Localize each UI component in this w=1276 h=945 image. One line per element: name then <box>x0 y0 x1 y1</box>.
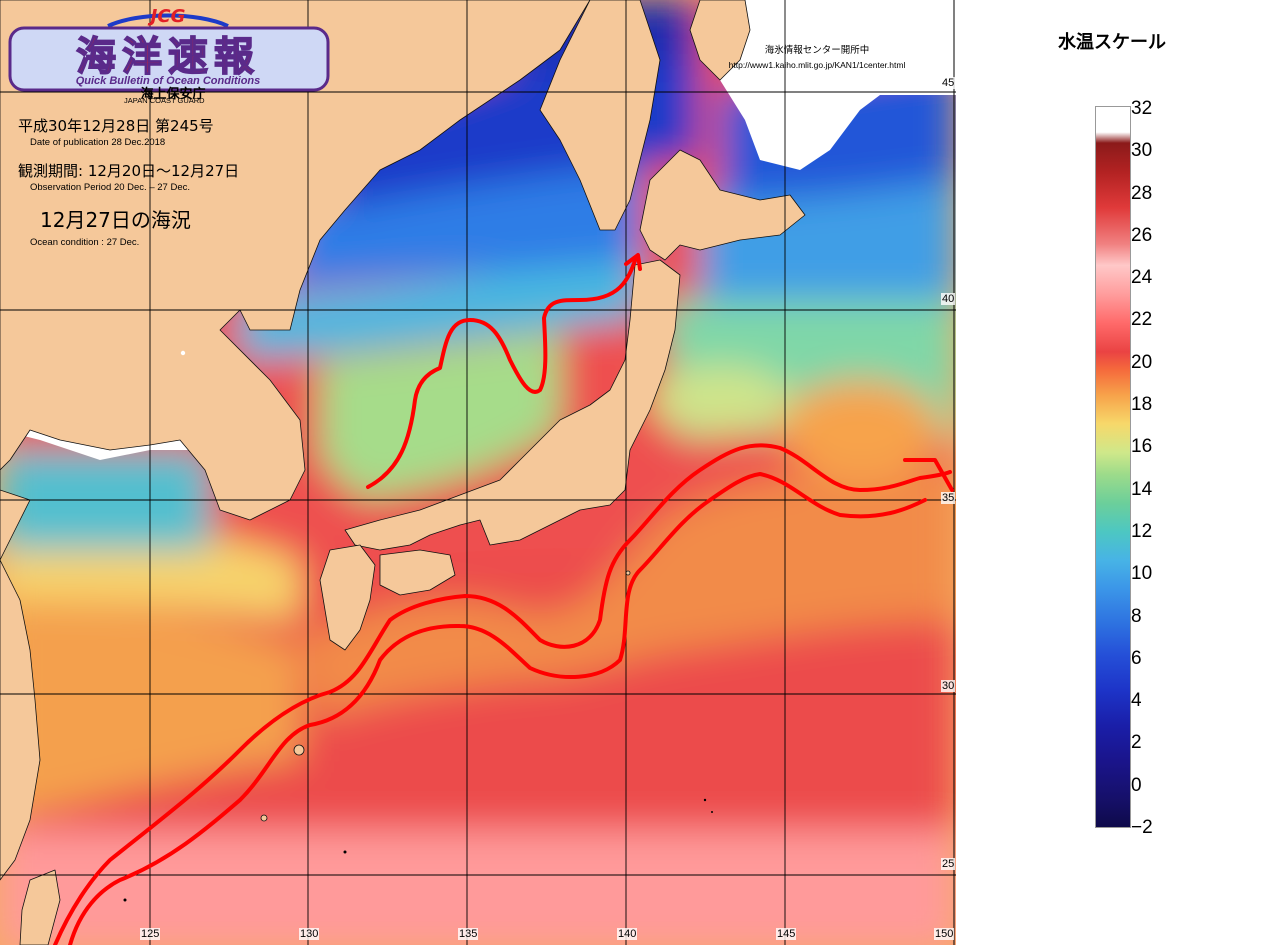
lon-label-150: 150 <box>934 928 955 940</box>
lon-label-125: 125 <box>140 928 161 940</box>
scale-label: 12 <box>1131 520 1153 542</box>
logo-org-jp: 海上保安庁 <box>140 86 205 102</box>
land-masses <box>0 0 806 945</box>
scale-label: 0 <box>1131 774 1142 796</box>
land-hokkaido <box>639 149 806 261</box>
ocean-condition-en: Ocean condition : 27 Dec. <box>30 237 140 248</box>
lat-label-30: 30 <box>941 680 956 692</box>
land-asia <box>0 0 591 561</box>
scale-label: 24 <box>1131 267 1153 289</box>
scale-label: 20 <box>1131 351 1153 373</box>
sea-temperature-map: 125 130 135 140 145 150 45 40 35 30 25 J… <box>0 0 956 945</box>
graticule <box>0 0 956 945</box>
land-honshu <box>344 259 681 551</box>
lat-label-35: 35 <box>941 492 956 504</box>
observation-period-en: Observation Period 20 Dec. – 27 Dec. <box>30 182 191 193</box>
ocean-condition-jp: 12月27日の海況 <box>40 208 191 232</box>
logo-main-text: 海洋速報 <box>76 33 260 80</box>
scale-label: 32 <box>1131 98 1153 119</box>
scale-label: 2 <box>1131 732 1142 754</box>
land-sakhalin <box>689 0 751 81</box>
scale-label: 28 <box>1131 182 1153 204</box>
scale-label: 10 <box>1131 563 1153 585</box>
publication-date-en: Date of publication 28 Dec.2018 <box>30 137 166 148</box>
scale-label: 14 <box>1131 478 1153 500</box>
land-shikoku <box>379 549 456 596</box>
current-arrow-kuroshio-lower <box>68 472 927 945</box>
scale-label: 16 <box>1131 436 1153 458</box>
temperature-scale-title: 水温スケール <box>1058 32 1166 53</box>
lat-label-40: 40 <box>941 293 956 305</box>
current-arrowhead-kuroshio <box>903 458 954 492</box>
land-asia-ne <box>539 0 661 231</box>
scale-label: −2 <box>1131 817 1153 838</box>
lat-label-25: 25 <box>941 858 956 870</box>
notice-text: 海氷情報センター開所中 <box>764 45 870 56</box>
lon-label-135: 135 <box>458 928 479 940</box>
lon-label-140: 140 <box>617 928 638 940</box>
scale-label: 26 <box>1131 224 1153 246</box>
scale-label: 8 <box>1131 605 1142 627</box>
notice-url: http://www1.kaiho.mlit.go.jp/KAN1/1cente… <box>728 60 906 70</box>
sea-ice-center-notice: 海氷情報センター開所中 http://www1.kaiho.mlit.go.jp… <box>704 42 930 70</box>
scale-label: 22 <box>1131 309 1153 331</box>
publication-date-jp: 平成30年12月28日 第245号 <box>18 117 214 135</box>
jcg-logo: JCG 海洋速報 Quick Bulletin of Ocean Conditi… <box>8 6 330 102</box>
land-taiwan <box>19 869 61 945</box>
logo-org-en: JAPAN COAST GUARD <box>124 96 205 105</box>
logo-jcg-text: JCG <box>148 6 186 27</box>
lat-label-45: 45 <box>941 77 956 89</box>
scale-label: 30 <box>1131 140 1153 162</box>
observation-period-jp: 観測期間: 12月20日～12月27日 <box>18 162 240 180</box>
tiny-islands <box>123 350 713 902</box>
lon-label-145: 145 <box>776 928 797 940</box>
land-china-south <box>0 559 41 881</box>
logo-en-text: Quick Bulletin of Ocean Conditions <box>76 75 261 87</box>
current-arrow-tsushima <box>366 256 638 489</box>
map-canvas <box>0 0 956 945</box>
scale-label: 4 <box>1131 690 1142 712</box>
temperature-color-bar <box>1095 106 1131 828</box>
lon-label-130: 130 <box>299 928 320 940</box>
land-kyushu <box>319 544 376 651</box>
scale-label: 18 <box>1131 394 1153 416</box>
current-arrowhead-tsushima <box>624 253 642 271</box>
current-arrow-kuroshio-upper <box>53 443 952 945</box>
scale-label: 6 <box>1131 647 1142 669</box>
